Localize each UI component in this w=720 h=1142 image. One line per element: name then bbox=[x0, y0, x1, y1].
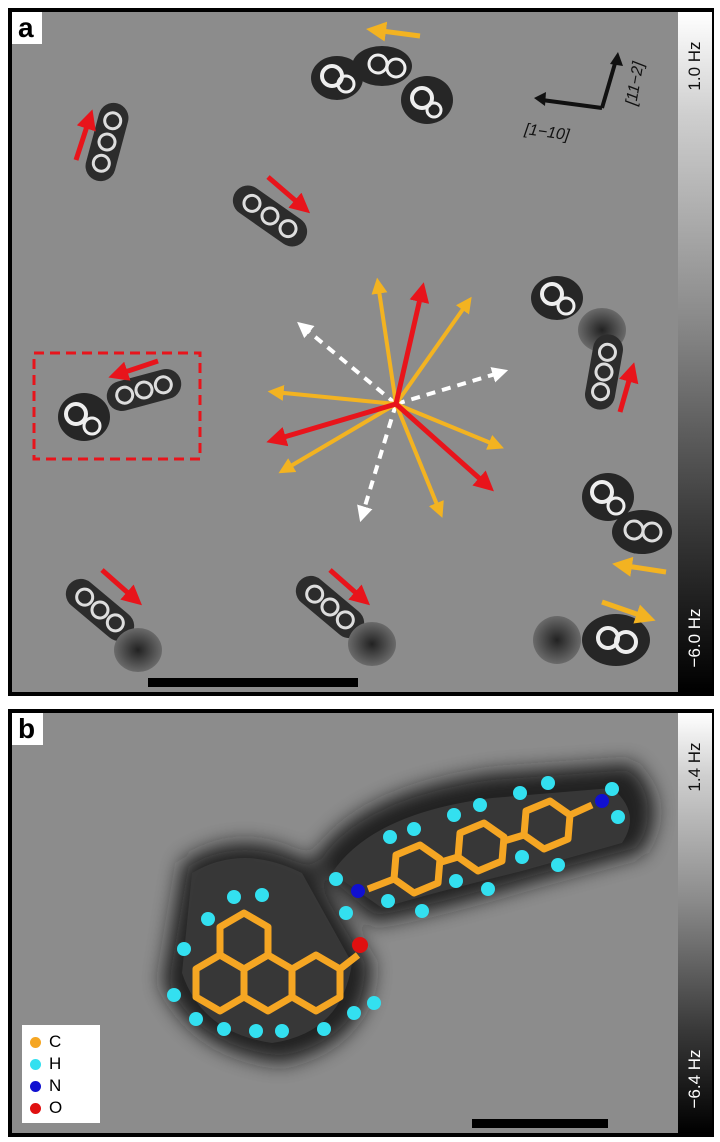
colorbar-b-min: −6.4 Hz bbox=[685, 1049, 704, 1109]
atom-legend: C H N O bbox=[22, 1025, 100, 1123]
colorbar-a-min: −6.0 Hz bbox=[685, 608, 704, 668]
oxygen-atom bbox=[352, 937, 368, 953]
legend-dot-n bbox=[30, 1080, 41, 1092]
legend-dot-o bbox=[30, 1102, 41, 1114]
highlight-dashed-box bbox=[32, 351, 202, 461]
arrow-red-2 bbox=[266, 175, 311, 214]
axis-label-1-10: [1−10] bbox=[522, 121, 570, 144]
legend-label-h: H bbox=[49, 1054, 62, 1073]
panel-b: b C H N O 1.4 Hz −6.4 Hz bbox=[8, 709, 714, 1137]
scale-bar-b bbox=[472, 1119, 608, 1128]
legend-dot-c bbox=[30, 1036, 41, 1048]
molecule-pair-boxed bbox=[58, 369, 182, 441]
colorbar-a: 1.0 Hz −6.0 Hz bbox=[678, 12, 712, 692]
arrow-red-3 bbox=[108, 358, 159, 381]
axis-label-11-2: [11−2] bbox=[623, 60, 648, 108]
legend-row-o: O bbox=[30, 1097, 94, 1119]
molecule-model-b bbox=[162, 763, 655, 1128]
arrow-red-4 bbox=[617, 362, 639, 413]
crystal-axes: [1−10] [11−2] bbox=[522, 52, 648, 144]
legend-label-o: O bbox=[49, 1098, 63, 1117]
pyrene-molecule bbox=[192, 909, 361, 1015]
afm-image-b bbox=[12, 713, 678, 1133]
colorbar-a-max: 1.0 Hz bbox=[685, 41, 704, 91]
colorbar-b-max: 1.4 Hz bbox=[685, 742, 704, 792]
direction-star bbox=[266, 277, 509, 523]
panel-label-a: a bbox=[12, 12, 42, 44]
rod-molecule bbox=[366, 797, 594, 897]
arrow-red-1 bbox=[73, 109, 96, 161]
legend-row-h: H bbox=[30, 1053, 94, 1075]
molecule-trimer-top bbox=[311, 46, 453, 124]
molecule-pair-right-2 bbox=[582, 473, 672, 554]
molecule-pair-right bbox=[531, 276, 626, 410]
legend-row-n: N bbox=[30, 1075, 94, 1097]
molecule-rod-2 bbox=[232, 185, 308, 247]
scale-bar-a bbox=[148, 678, 358, 687]
legend-label-c: C bbox=[49, 1032, 62, 1051]
nitrogen-atoms bbox=[351, 794, 609, 898]
arrow-orange-1 bbox=[366, 21, 421, 42]
afm-image-a: [1−10] [11−2] bbox=[12, 12, 678, 692]
legend-dot-h bbox=[30, 1058, 41, 1070]
molecule-rod-1 bbox=[85, 102, 129, 182]
molecule-pair-bottom-middle bbox=[295, 575, 396, 666]
hydrogen-atoms bbox=[167, 776, 625, 1038]
arrow-red-6 bbox=[328, 568, 370, 606]
arrow-orange-2 bbox=[612, 556, 667, 577]
legend-label-n: N bbox=[49, 1076, 62, 1095]
panel-label-b: b bbox=[12, 713, 44, 745]
afm-scene-a: [1−10] [11−2] bbox=[32, 21, 672, 687]
panel-a: [1−10] [11−2] a 1.0 Hz −6.0 Hz bbox=[8, 8, 714, 696]
molecule-pair-bottom-right bbox=[533, 614, 650, 666]
colorbar-b: 1.4 Hz −6.4 Hz bbox=[678, 713, 712, 1133]
legend-row-c: C bbox=[30, 1031, 94, 1053]
arrow-orange-3 bbox=[601, 599, 656, 624]
molecule-pair-bottom-left bbox=[65, 578, 162, 672]
arrow-red-5 bbox=[100, 568, 142, 606]
